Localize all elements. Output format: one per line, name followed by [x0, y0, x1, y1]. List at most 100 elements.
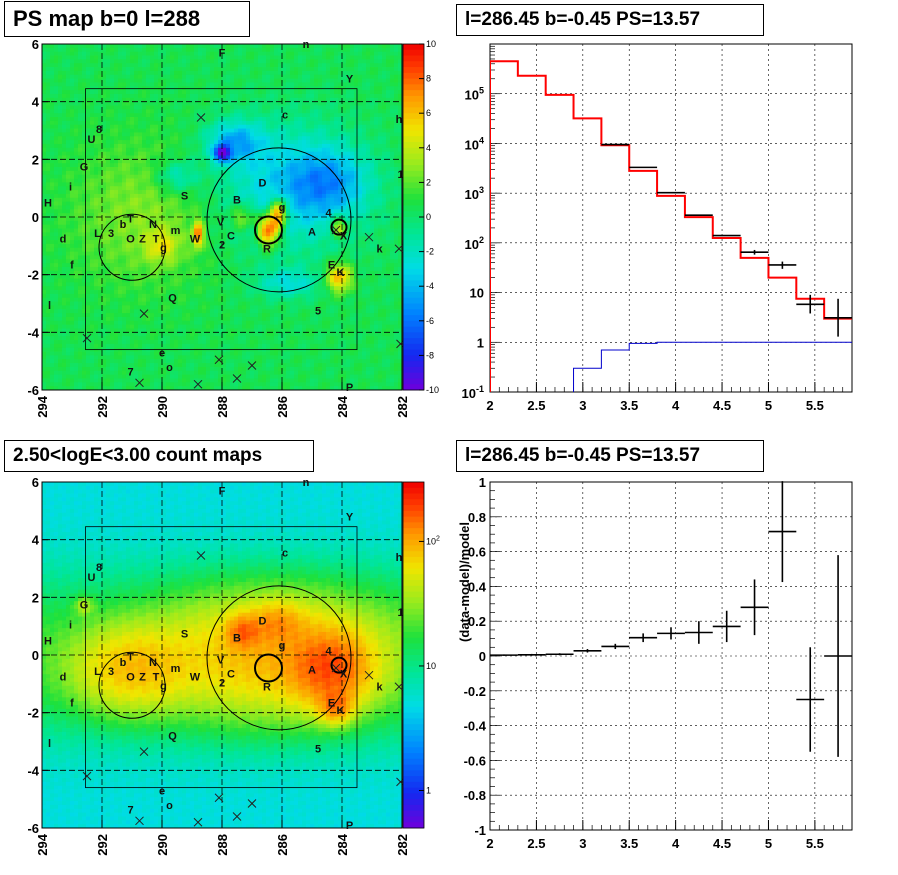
ps-map-colorbar-cell [403, 78, 424, 85]
count-map-source-label: X [340, 669, 348, 681]
ps-map-colorbar-cell [403, 193, 424, 201]
count-map-source-cross [331, 663, 341, 673]
ps-map-source-circle [206, 147, 352, 293]
ps-map-colorbar-cell [403, 136, 424, 143]
count-map-colorbar-cell [403, 735, 424, 742]
ps-map-y-tick-label: -6 [27, 383, 39, 398]
spectrum-y-tick-label: 105 [465, 86, 484, 103]
count-map-source-label: e [159, 786, 165, 798]
point-source-series-line [573, 341, 852, 392]
count-map-colorbar-cell [403, 712, 424, 719]
count-map-source-label: C [227, 669, 235, 681]
ps-map-colorbar-cell [403, 280, 424, 287]
ps-map-colorbar-cell [403, 101, 424, 108]
ps-map-colorbar-cell [403, 142, 424, 149]
count-map-source-label: g [279, 640, 286, 652]
count-map-cross-stroke [214, 793, 224, 803]
ps-map-colorbar-cell [403, 170, 424, 178]
ps-map-colorbar-label: 10 [426, 39, 436, 49]
count-map-source-circle [330, 656, 348, 674]
count-map-colorbar-cell [403, 689, 424, 696]
count-map-source-label: h [396, 552, 403, 564]
spectrum-y-tick-label: 10 [470, 286, 484, 301]
count-map-colorbar-cell [403, 568, 424, 575]
count-map-colorbar-frame [402, 481, 425, 829]
ps-map-source-label: i [69, 182, 72, 194]
ps-map-colorbar-cell [403, 251, 424, 258]
residual-y-tick-label: 1 [479, 475, 486, 490]
count-map-source-label: Y [346, 512, 354, 524]
count-map-source-label: 7 [127, 804, 133, 816]
ps-map-source-label: P [346, 382, 353, 394]
count-map-colorbar-cell [403, 533, 424, 541]
ps-map-colorbar-cell [403, 118, 424, 126]
ps-map-colorbar-cell [403, 130, 424, 137]
ps-map-source-cross [232, 374, 242, 383]
ps-map-source-label: A [308, 226, 316, 238]
residual-point [517, 653, 546, 656]
count-map-source-label: n [303, 477, 310, 489]
ps-map-x-tick-label: 292 [95, 396, 110, 418]
ps-map-cross-stroke [214, 355, 224, 365]
residual-y-tick-label: 0.8 [468, 510, 486, 525]
ps-map-source-label: B [233, 195, 241, 207]
count-map-y-tick-label: 0 [32, 648, 39, 663]
spectrum-y-tick-label: 10-1 [462, 384, 484, 401]
ps-map-colorbar-cell [403, 55, 424, 62]
ps-map-y-tick-label: 6 [32, 37, 39, 52]
count-map-colorbar-cell [403, 551, 424, 558]
ps-map-source-label: c [282, 110, 288, 122]
count-map-colorbar-cell [403, 701, 424, 708]
count-map-x-tick-label: 290 [155, 834, 170, 856]
ps-map-x-tick-label: 294 [35, 395, 50, 417]
residual-x-tick-label: 4.5 [713, 836, 731, 851]
ps-map-y-tick-label: -4 [27, 325, 39, 340]
ps-map-cells [42, 44, 403, 391]
residual-x-tick-label: 4 [672, 836, 680, 851]
ps-map-colorbar-cell [403, 320, 424, 327]
ps-map-colorbar-label: 4 [426, 143, 431, 153]
residual-x-tick-label: 5 [765, 836, 772, 851]
ps-map-colorbar: 10 8 6 4 2 0 -2 -4 -6 -8 -10 [402, 39, 439, 395]
ps-map-colorbar-cell [403, 222, 424, 229]
count-map-source-label: 5 [315, 744, 321, 756]
count-map-cross-stroke [82, 771, 92, 781]
count-map-source-circle [206, 585, 352, 731]
count-map-source-cross [196, 551, 206, 560]
ps-map-source-cross [82, 333, 92, 343]
ps-map-source-label: T [127, 213, 134, 225]
count-map-colorbar-cell [403, 493, 424, 500]
count-map-colorbar-cell [403, 649, 424, 656]
count-map-source-label: U [88, 572, 96, 584]
ps-map-cross-stroke [247, 361, 257, 370]
count-map-panel: 294 292 290 288 286 284 282 6 4 2 0 -2 -4 -6 Fn Y 8Uc h Gi… [27, 475, 440, 856]
count-map-colorbar-cell [403, 724, 424, 731]
count-map-colorbar-cell [403, 678, 424, 685]
count-map-cross-stroke [247, 799, 257, 808]
ps-map-source-label: W [190, 234, 201, 246]
ps-map-colorbar-cell [403, 228, 424, 235]
ps-map-source-label: 7 [127, 366, 133, 378]
ps-map-colorbar-cell [403, 366, 424, 374]
ps-map-colorbar-cell [403, 343, 424, 351]
count-map-colorbar-cell [403, 522, 424, 529]
count-map-colorbar-cell [403, 603, 424, 610]
count-map-source-label: S [181, 628, 188, 640]
ps-map-colorbar-cell [403, 153, 424, 160]
ps-map-cross-stroke [135, 378, 144, 388]
spectrum-x-tick-label: 5 [765, 398, 772, 413]
ps-map-colorbar-cell [403, 188, 424, 195]
count-map-source-label: 8 [96, 562, 102, 574]
count-map-colorbar-cell [403, 793, 424, 800]
ps-map-source-cross [364, 232, 374, 242]
ps-map-colorbar-cell [403, 349, 424, 356]
residual-point [629, 633, 658, 643]
count-map-colorbar-cell [403, 787, 424, 794]
count-map-source-label: F [219, 486, 226, 498]
count-map-cross-stroke [196, 551, 206, 560]
ps-map-colorbar-cell [403, 61, 424, 68]
data-point [740, 249, 769, 255]
ps-map-colorbar-label: 2 [426, 177, 431, 187]
residual-x-tick-label: 2.5 [527, 836, 545, 851]
